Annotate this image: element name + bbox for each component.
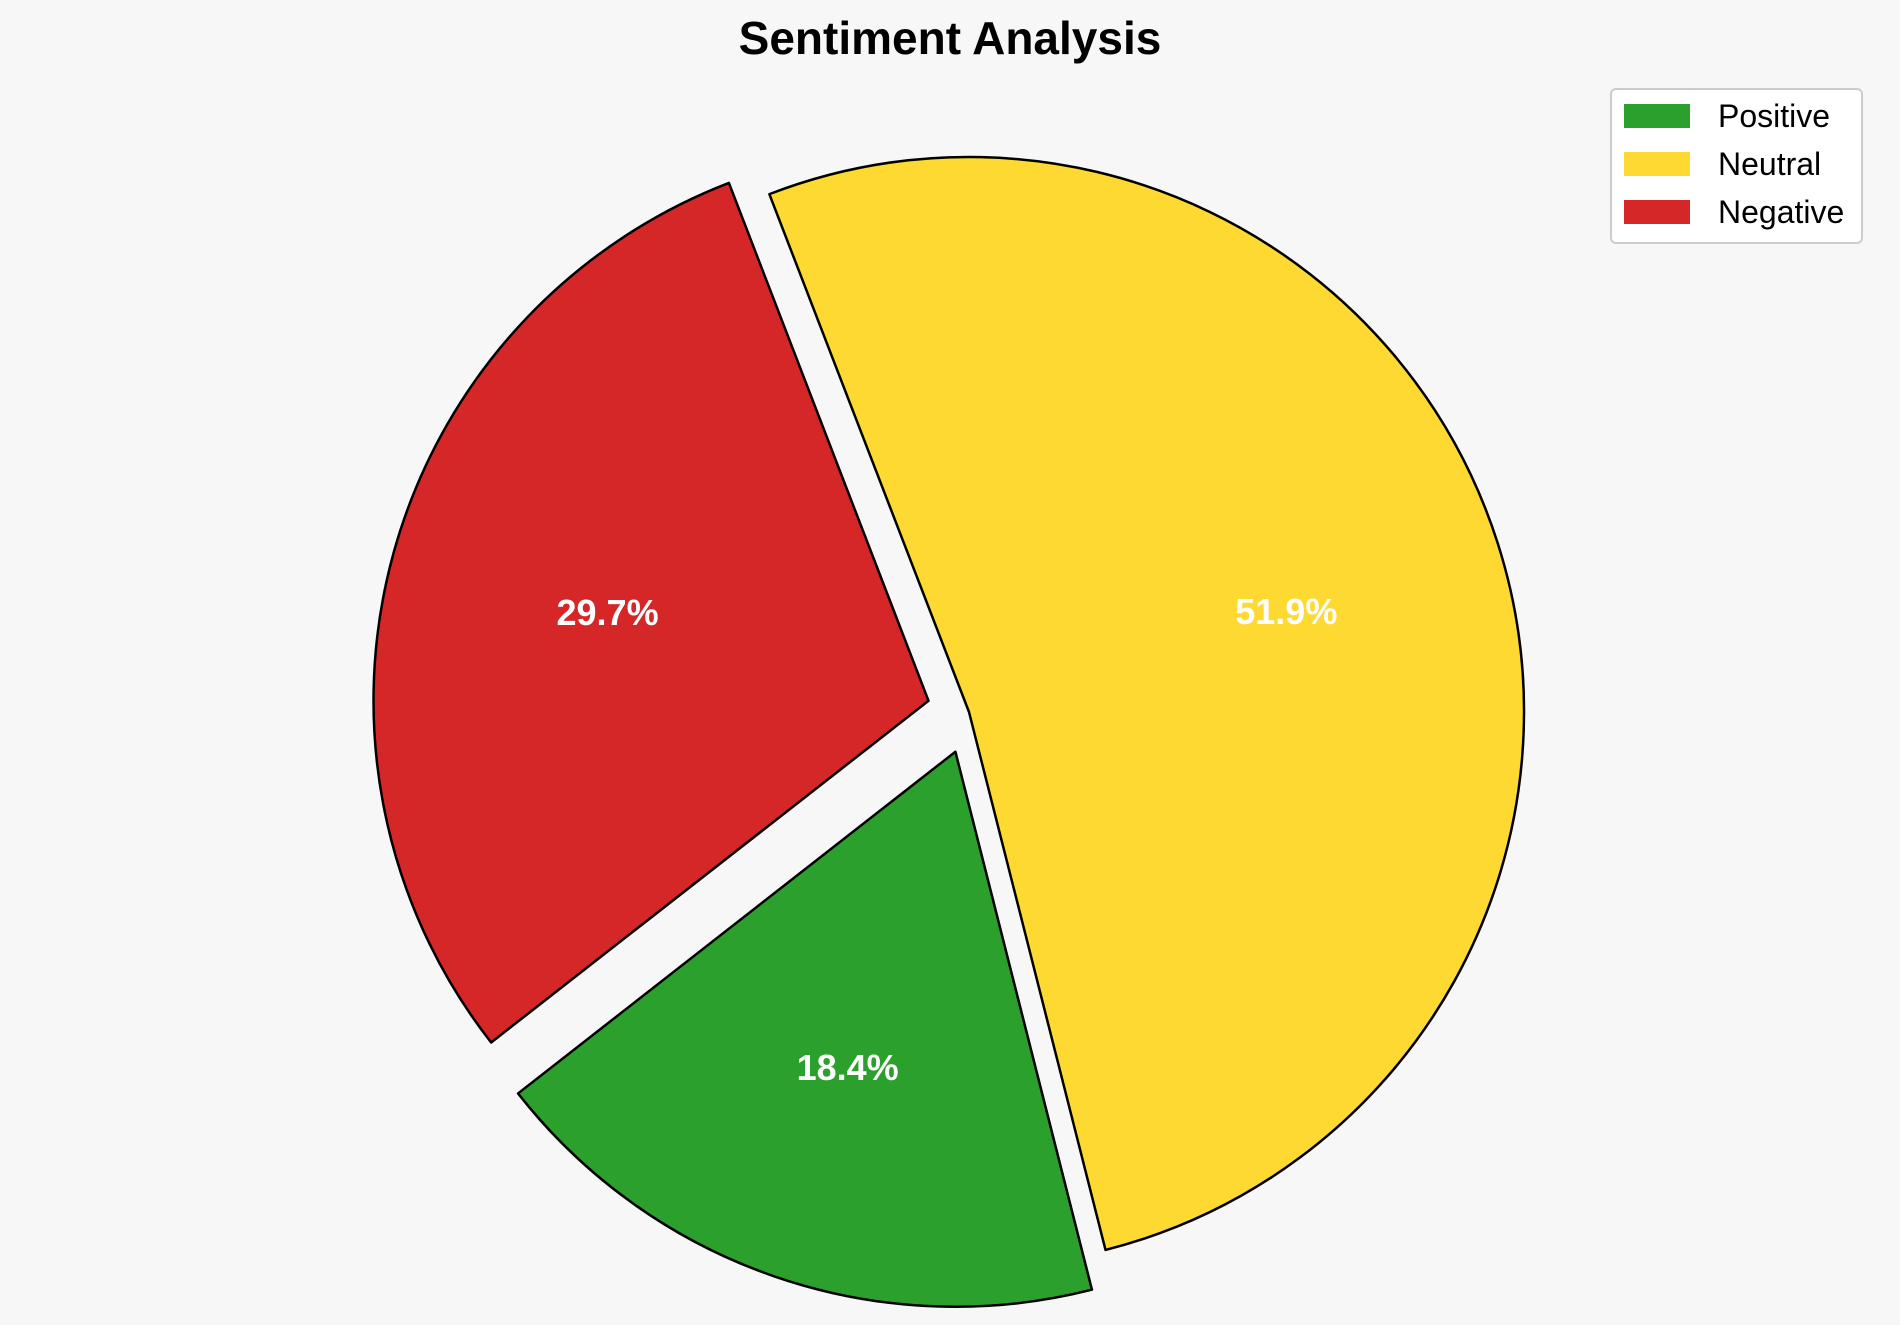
legend-swatch-negative	[1624, 200, 1690, 224]
legend-label-neutral: Neutral	[1718, 146, 1821, 182]
slice-label-neutral: 51.9%	[1235, 591, 1337, 632]
legend-label-negative: Negative	[1718, 194, 1844, 230]
pie-slice-labels: 18.4% 51.9% 29.7%	[557, 591, 1338, 1088]
legend-swatch-positive	[1624, 104, 1690, 128]
pie-slice-negative	[372, 181, 930, 1044]
legend-items: Positive Neutral Negative	[1624, 98, 1844, 230]
legend: Positive Neutral Negative	[1610, 88, 1863, 244]
slice-label-positive: 18.4%	[797, 1047, 899, 1088]
legend-swatch-neutral	[1624, 152, 1690, 176]
pie-slice-positive	[516, 750, 1094, 1308]
pie-slice-neutral	[768, 155, 1526, 1252]
chart-title: Sentiment Analysis	[739, 12, 1162, 64]
slice-label-negative: 29.7%	[557, 592, 659, 633]
pie-slices	[372, 155, 1526, 1308]
legend-label-positive: Positive	[1718, 98, 1830, 134]
